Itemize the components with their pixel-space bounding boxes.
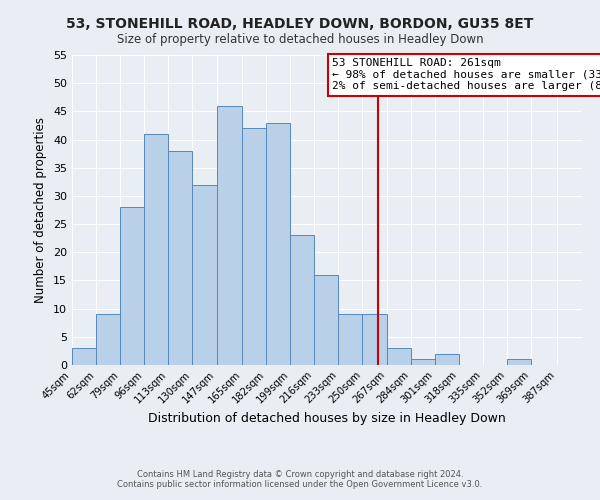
Bar <box>242 128 266 365</box>
Bar <box>410 360 434 365</box>
Bar <box>120 207 144 365</box>
Bar <box>96 314 120 365</box>
Text: Size of property relative to detached houses in Headley Down: Size of property relative to detached ho… <box>116 32 484 46</box>
Bar <box>338 314 362 365</box>
Bar <box>169 151 193 365</box>
Bar <box>362 314 386 365</box>
X-axis label: Distribution of detached houses by size in Headley Down: Distribution of detached houses by size … <box>148 412 506 426</box>
Bar <box>434 354 459 365</box>
Bar <box>217 106 242 365</box>
Text: 53, STONEHILL ROAD, HEADLEY DOWN, BORDON, GU35 8ET: 53, STONEHILL ROAD, HEADLEY DOWN, BORDON… <box>67 18 533 32</box>
Y-axis label: Number of detached properties: Number of detached properties <box>34 117 47 303</box>
Bar <box>72 348 96 365</box>
Bar <box>290 236 314 365</box>
Bar <box>507 360 531 365</box>
Text: Contains HM Land Registry data © Crown copyright and database right 2024.
Contai: Contains HM Land Registry data © Crown c… <box>118 470 482 489</box>
Bar <box>314 275 338 365</box>
Text: 53 STONEHILL ROAD: 261sqm
← 98% of detached houses are smaller (337)
2% of semi-: 53 STONEHILL ROAD: 261sqm ← 98% of detac… <box>332 58 600 92</box>
Bar <box>386 348 410 365</box>
Bar <box>144 134 169 365</box>
Bar <box>266 122 290 365</box>
Bar <box>193 184 217 365</box>
